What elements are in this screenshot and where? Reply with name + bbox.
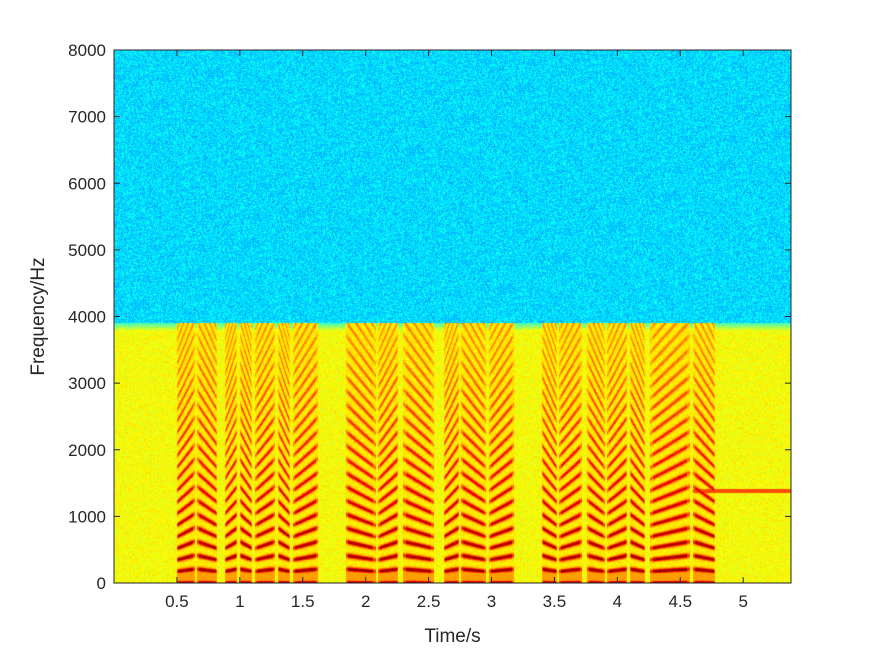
- plot-area: [113, 49, 792, 584]
- x-tick-label: 0.5: [165, 592, 189, 611]
- y-tick-label: 4000: [68, 308, 106, 327]
- y-tick-label: 1000: [68, 507, 106, 526]
- y-tick-label: 8000: [68, 41, 106, 60]
- y-axis-label: Frequency/Hz: [28, 257, 49, 375]
- y-tick-label: 5000: [68, 241, 106, 260]
- x-axis-label: Time/s: [424, 626, 480, 647]
- spectrogram-image: [114, 50, 791, 583]
- x-tick-label: 1.5: [291, 592, 315, 611]
- x-tick-label: 4.5: [668, 592, 692, 611]
- y-tick-label: 0: [97, 574, 106, 593]
- y-tick-label: 3000: [68, 374, 106, 393]
- x-axis: 0.5 1 1.5 2 2.5 3 3.5 4 4.5 5: [165, 50, 748, 611]
- y-tick-label: 2000: [68, 441, 106, 460]
- x-tick-label: 3.5: [543, 592, 567, 611]
- x-tick-label: 2: [361, 592, 370, 611]
- y-tick-label: 6000: [68, 174, 106, 193]
- y-axis: 0 1000 2000 3000 4000 5000 6000 7000 8000: [68, 41, 791, 593]
- x-tick-label: 1: [235, 592, 244, 611]
- x-tick-label: 4: [613, 592, 622, 611]
- x-tick-label: 2.5: [417, 592, 441, 611]
- y-tick-label: 7000: [68, 108, 106, 127]
- x-tick-label: 3: [487, 592, 496, 611]
- x-tick-label: 5: [738, 592, 747, 611]
